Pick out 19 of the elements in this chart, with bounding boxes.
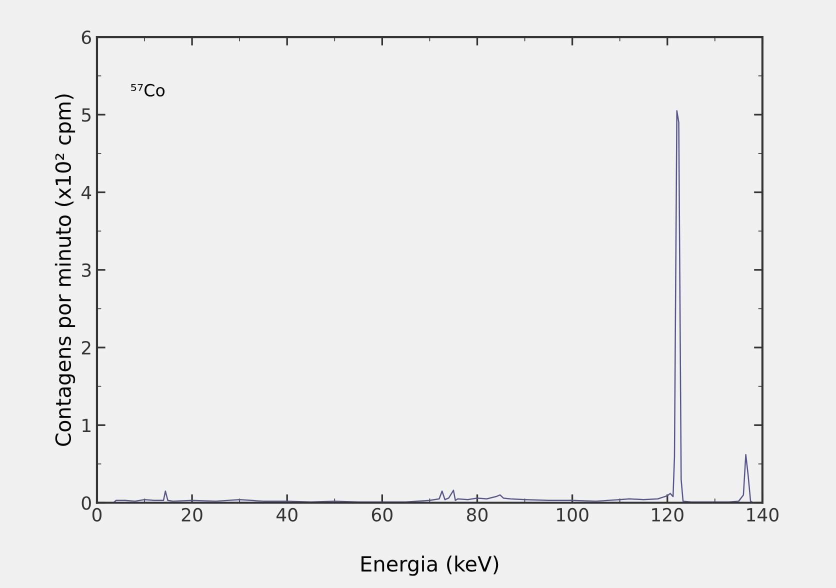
y-axis-title: Contagens por minuto (x10² cpm) <box>54 94 76 446</box>
y-tick-label: 3 <box>82 263 91 278</box>
x-tick-label: 80 <box>466 508 488 522</box>
y-tick-label: 6 <box>82 30 91 44</box>
x-tick-label: 140 <box>747 508 778 522</box>
x-axis-title: Energia (keV) <box>362 556 498 576</box>
annotation: ⁵⁷Co <box>131 84 165 97</box>
y-tick-label: 0 <box>82 496 91 510</box>
x-tick-label: 120 <box>652 508 684 522</box>
x-tick-label: 40 <box>276 508 298 522</box>
y-tick-label: 5 <box>82 108 91 122</box>
y-tick-label: 2 <box>82 340 90 354</box>
x-tick-label: 100 <box>557 508 588 522</box>
x-tick-label: 20 <box>182 508 202 522</box>
line-series <box>112 110 754 503</box>
x-tick-label: 0 <box>92 508 102 522</box>
x-tick-label: 60 <box>372 508 392 522</box>
y-tick-label: 1 <box>82 418 90 432</box>
y-tick-label: 4 <box>82 186 92 200</box>
